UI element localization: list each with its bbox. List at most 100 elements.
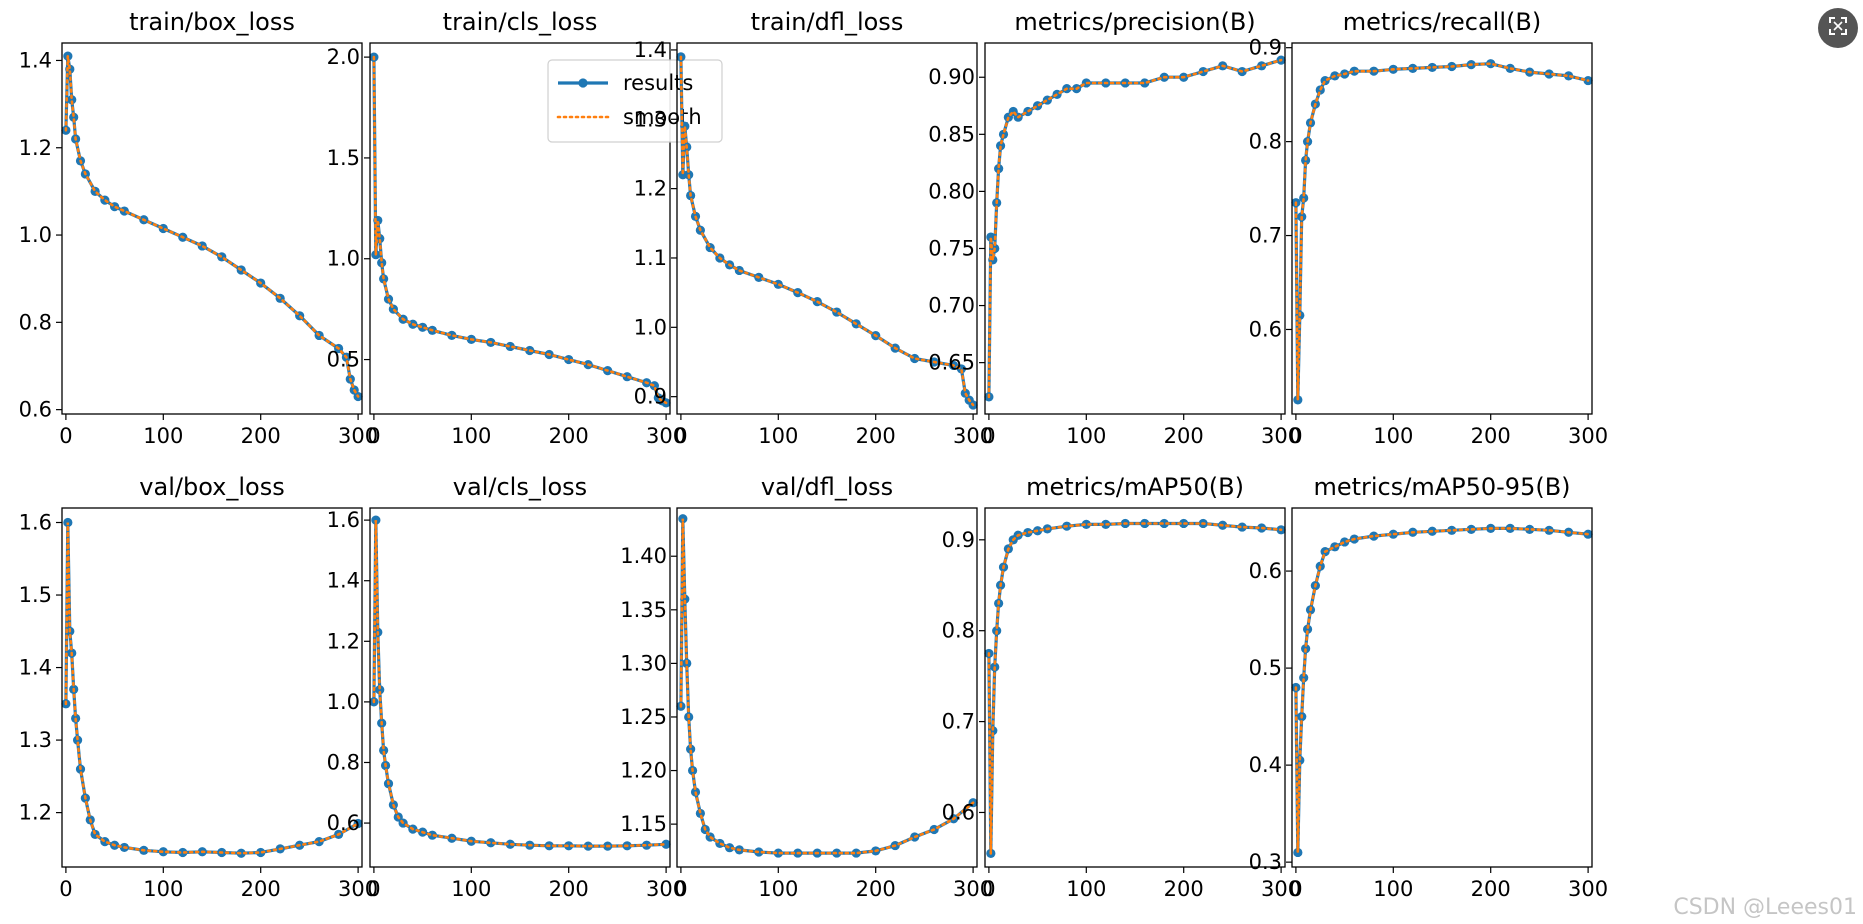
y-tick-label: 0.8 [327, 750, 360, 774]
results-point [1525, 524, 1535, 534]
smooth-line [987, 522, 1283, 854]
results-point [1302, 624, 1313, 634]
x-tick-label: 200 [1164, 877, 1204, 901]
results-point [375, 685, 385, 695]
results-point [1081, 519, 1091, 529]
smooth-line [372, 520, 668, 848]
y-tick-label: 1.15 [620, 812, 667, 836]
results-point [119, 206, 129, 216]
subplot-train-cls-loss: train/cls_loss 0 100 200 300 0.5 1.0 1.5 2.0 resu… [327, 8, 723, 448]
y-tick-label: 1.40 [620, 544, 667, 568]
results-point [1564, 71, 1574, 81]
subplot-title: metrics/recall(B) [1343, 8, 1541, 36]
x-tick-label: 200 [856, 424, 896, 448]
y-tick-label: 0.5 [1249, 656, 1282, 680]
results-point [642, 840, 652, 850]
results-line [987, 58, 1282, 397]
legend-box [547, 59, 723, 143]
x-tick-label: 0 [982, 424, 995, 448]
subplot-title: train/dfl_loss [751, 8, 904, 36]
x-tick-label: 0 [59, 424, 72, 448]
subplot-title: metrics/precision(B) [1014, 8, 1255, 36]
y-tick-label: 0.8 [942, 619, 975, 643]
results-point [178, 847, 188, 858]
y-tick-label: 1.20 [620, 759, 667, 783]
y-tick-label: 1.0 [327, 247, 360, 271]
x-tick-label: 100 [451, 877, 491, 901]
plot-frame [369, 42, 671, 415]
results-point [505, 341, 515, 352]
x-tick-label: 200 [549, 424, 589, 448]
x-tick-label: 200 [549, 877, 589, 901]
plot-frame [676, 42, 978, 415]
y-tick-label: 1.5 [327, 146, 360, 170]
results-point [986, 232, 996, 242]
results-point [851, 848, 861, 858]
results-point [773, 848, 783, 858]
y-tick-label: 0.70 [928, 294, 975, 318]
results-point [256, 847, 266, 858]
results-point [486, 838, 496, 848]
x-tick-label: 100 [143, 877, 183, 901]
results-line [64, 520, 359, 855]
y-tick-label: 0.65 [928, 351, 975, 375]
results-point [695, 808, 705, 819]
x-tick-label: 100 [143, 424, 183, 448]
x-tick-label: 300 [953, 424, 993, 448]
results-point [1140, 78, 1150, 88]
y-tick-label: 0.8 [1249, 130, 1282, 154]
x-tick-label: 300 [646, 877, 686, 901]
results-point [447, 330, 457, 340]
expand-icon [1827, 15, 1849, 41]
results-line [679, 517, 975, 855]
subplot-metrics-recall-b: metrics/recall(B) 0 100 200 300 0.6 0.7 0.8 0.9 [1249, 8, 1609, 448]
subplot-title: metrics/mAP50-95(B) [1313, 473, 1570, 501]
y-tick-label: 0.7 [942, 710, 975, 734]
x-tick-label: 0 [674, 424, 687, 448]
x-tick-label: 0 [367, 424, 380, 448]
x-tick-label: 0 [1289, 877, 1302, 901]
results-point [564, 841, 574, 851]
results-line [987, 521, 1282, 856]
y-tick-label: 1.1 [634, 246, 667, 270]
expand-button[interactable] [1818, 8, 1858, 48]
x-tick-label: 0 [367, 877, 380, 901]
y-tick-label: 1.4 [327, 569, 360, 593]
results-point [314, 837, 324, 847]
results-point [379, 745, 389, 755]
results-point [1237, 522, 1247, 532]
results-point [1257, 61, 1267, 71]
y-tick-label: 0.6 [19, 398, 52, 422]
subplot-title: val/dfl_loss [761, 473, 893, 501]
smooth-line [679, 518, 975, 855]
y-tick-label: 1.5 [19, 583, 52, 607]
y-tick-label: 1.0 [327, 690, 360, 714]
plot-frame [369, 507, 671, 868]
plot-frame [984, 507, 1286, 868]
results-point [1349, 66, 1359, 76]
plot-frame [1291, 42, 1593, 415]
x-tick-label: 300 [1568, 877, 1608, 901]
y-tick-label: 0.4 [1249, 753, 1282, 777]
x-tick-label: 100 [1373, 877, 1413, 901]
subplot-title: train/box_loss [129, 8, 295, 36]
y-tick-label: 2.0 [327, 45, 360, 69]
x-tick-label: 100 [1066, 877, 1106, 901]
x-tick-label: 200 [241, 424, 281, 448]
results-line [1294, 526, 1589, 855]
subplot-train-dfl-loss: train/dfl_loss 0 100 200 300 0.9 1.0 1.1 1.2 1.3 1… [634, 8, 994, 448]
x-tick-label: 0 [1289, 424, 1302, 448]
results-point [622, 372, 632, 382]
subplot-metrics-map50-b: metrics/mAP50(B) 0 100 200 300 0.6 0.7 0.8 0.9 [942, 473, 1302, 901]
subplot-val-cls-loss: val/cls_loss 0 100 200 300 0.6 0.8 1.0 1.2 1.4 1.6 [327, 473, 687, 901]
x-tick-label: 300 [1568, 424, 1608, 448]
y-tick-label: 1.2 [634, 177, 667, 201]
y-tick-label: 1.30 [620, 651, 667, 675]
y-tick-label: 1.6 [19, 511, 52, 535]
results-point [649, 381, 660, 391]
results-point [1427, 62, 1437, 73]
subplot-title: train/cls_loss [443, 8, 598, 36]
plot-frame [984, 42, 1286, 415]
